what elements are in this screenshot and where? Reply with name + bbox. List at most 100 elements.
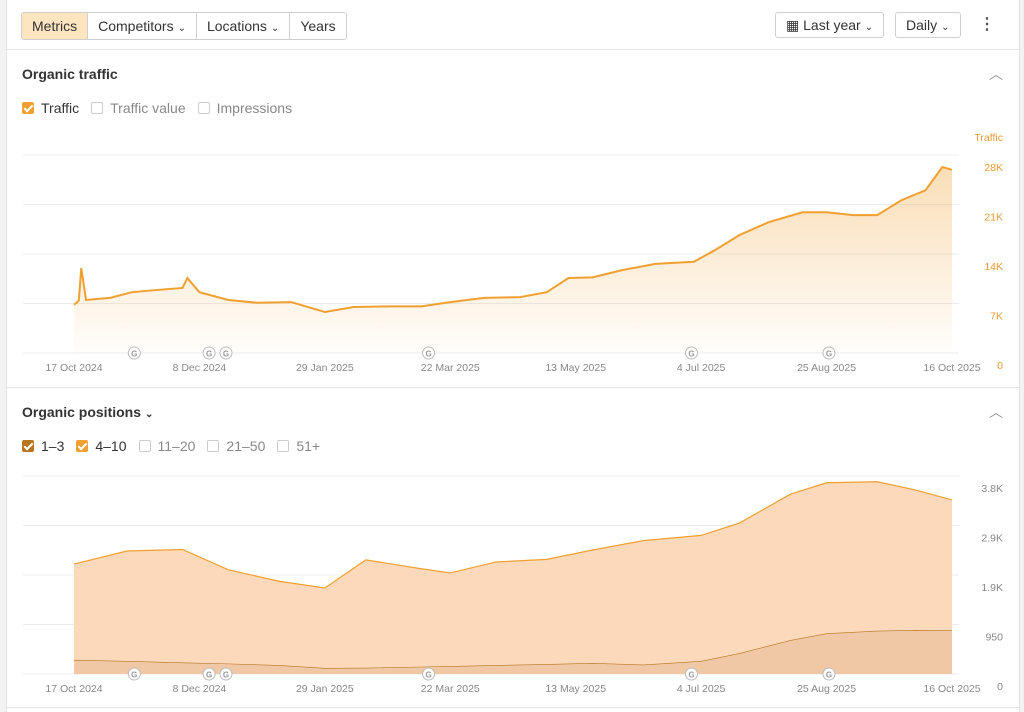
collapse-button[interactable]: ︿ [989,66,1003,82]
line [73,481,953,589]
legend-label: 4–10 [95,438,127,454]
update-marker-label: G [826,671,832,680]
update-marker [202,667,216,681]
tab-label: Competitors [98,18,174,34]
legend: Traffic Traffic value Impressions [22,100,292,116]
x-tick-label: 29 Jan 2025 [296,683,354,695]
x-tick-label: 22 Mar 2025 [421,683,480,695]
axis-title: Traffic [974,132,1003,144]
tab[interactable]: Years [289,13,346,39]
x-tick-label: 4 Jul 2025 [677,683,726,695]
section-title-text: Organic positions [22,404,142,420]
section-title[interactable]: Organic positions ⌄ [22,404,154,420]
checkbox [197,102,210,114]
x-tick-label: 13 May 2025 [545,362,606,374]
legend-item[interactable]: 1–3 [22,438,64,454]
update-marker-label: G [206,671,212,680]
x-tick-label: 29 Jan 2025 [296,362,354,374]
legend-label: 11–20 [157,438,196,454]
legend-item[interactable]: 21–50 [207,438,265,454]
legend: 1–3 4–10 11–20 21–50 51+ [22,438,320,454]
checkbox [138,440,151,452]
legend-item[interactable]: 4–10 [76,438,127,454]
line [73,165,953,314]
update-marker [219,667,233,681]
x-tick-label: 17 Oct 2024 [45,683,102,695]
x-tick-label: 22 Mar 2025 [421,362,480,374]
tab[interactable]: Locations ⌄ [195,13,290,39]
y-tick-label: 14K [984,261,1003,273]
traffic-chart: Traffic 0 7K 14K 21K 28K 17 Oct 2024 8 Dec 2024… [23,132,1003,374]
y-tick-label: 0 [997,360,1003,372]
update-marker [822,667,836,681]
update-marker-label: G [223,350,229,359]
update-marker [202,346,216,360]
legend-item[interactable]: Impressions [197,100,293,116]
period-label: Last year [803,17,861,33]
more-menu[interactable]: ⋮ [979,16,995,33]
toolbar: Metrics Competitors ⌄ Locations ⌄ Years ▦ … [7,0,1019,50]
divider [7,707,1019,708]
legend-item[interactable]: Traffic [22,100,79,116]
interval-button[interactable]: Daily ⌄ [895,12,961,38]
update-marker [127,346,141,360]
divider [7,387,1019,388]
legend-label: 51+ [296,438,321,454]
legend-label: Impressions [216,100,293,116]
y-tick-label: 1.9K [981,582,1003,594]
update-marker-label: G [131,350,137,359]
tab-label: Locations [206,18,267,34]
period-button[interactable]: ▦ Last year ⌄ [775,12,885,38]
legend-item[interactable]: 51+ [277,438,320,454]
x-tick-label: 25 Aug 2025 [797,362,856,374]
update-marker-label: G [688,350,694,359]
x-tick-label: 13 May 2025 [545,683,606,695]
x-tick-label: 16 Oct 2025 [923,683,980,695]
x-tick-label: 17 Oct 2024 [45,362,102,374]
y-tick-label: 0 [997,681,1003,693]
update-marker-label: G [223,671,229,680]
update-marker-label: G [131,671,137,680]
update-marker-label: G [206,350,212,359]
collapse-button[interactable]: ︿ [989,404,1003,420]
update-marker [127,667,141,681]
y-tick-label: 7K [990,311,1003,323]
tab[interactable]: Competitors ⌄ [87,13,196,39]
update-marker-label: G [425,671,431,680]
legend-label: 1–3 [41,438,65,454]
legend-label: Traffic [41,100,80,116]
update-marker [684,346,698,360]
tab[interactable]: Metrics [22,13,88,39]
legend-item[interactable]: Traffic value [91,100,186,116]
update-marker [422,346,436,360]
x-tick-label: 4 Jul 2025 [677,362,726,374]
legend-item[interactable]: 11–20 [138,438,196,454]
x-tick-label: 8 Dec 2024 [173,683,227,695]
area [74,481,952,669]
update-marker-label: G [425,350,431,359]
update-marker-label: G [688,671,694,680]
update-marker-label: G [826,350,832,359]
checkbox [22,102,34,114]
checkbox [277,440,290,452]
legend-label: Traffic value [110,100,186,116]
checkbox [22,440,34,452]
y-tick-label: 28K [984,162,1003,174]
tab-group: Metrics Competitors ⌄ Locations ⌄ Years [21,12,347,40]
x-tick-label: 25 Aug 2025 [797,683,856,695]
y-tick-label: 3.8K [981,483,1003,495]
section-title: Organic traffic [22,66,118,82]
positions-chart: 0 950 1.9K 2.9K 3.8K 17 Oct 2024 8 Dec 2024 29 … [23,475,1003,695]
dashboard: Metrics Competitors ⌄ Locations ⌄ Years ▦ … [6,0,1020,712]
area [74,167,952,353]
update-marker [822,346,836,360]
update-marker [684,667,698,681]
x-tick-label: 16 Oct 2025 [923,362,980,374]
y-tick-label: 21K [984,212,1003,224]
legend-label: 21–50 [226,438,266,454]
y-tick-label: 2.9K [981,533,1003,545]
y-tick-label: 950 [985,632,1003,644]
checkbox [76,440,89,452]
interval-label: Daily [906,17,938,33]
checkbox [91,102,104,114]
